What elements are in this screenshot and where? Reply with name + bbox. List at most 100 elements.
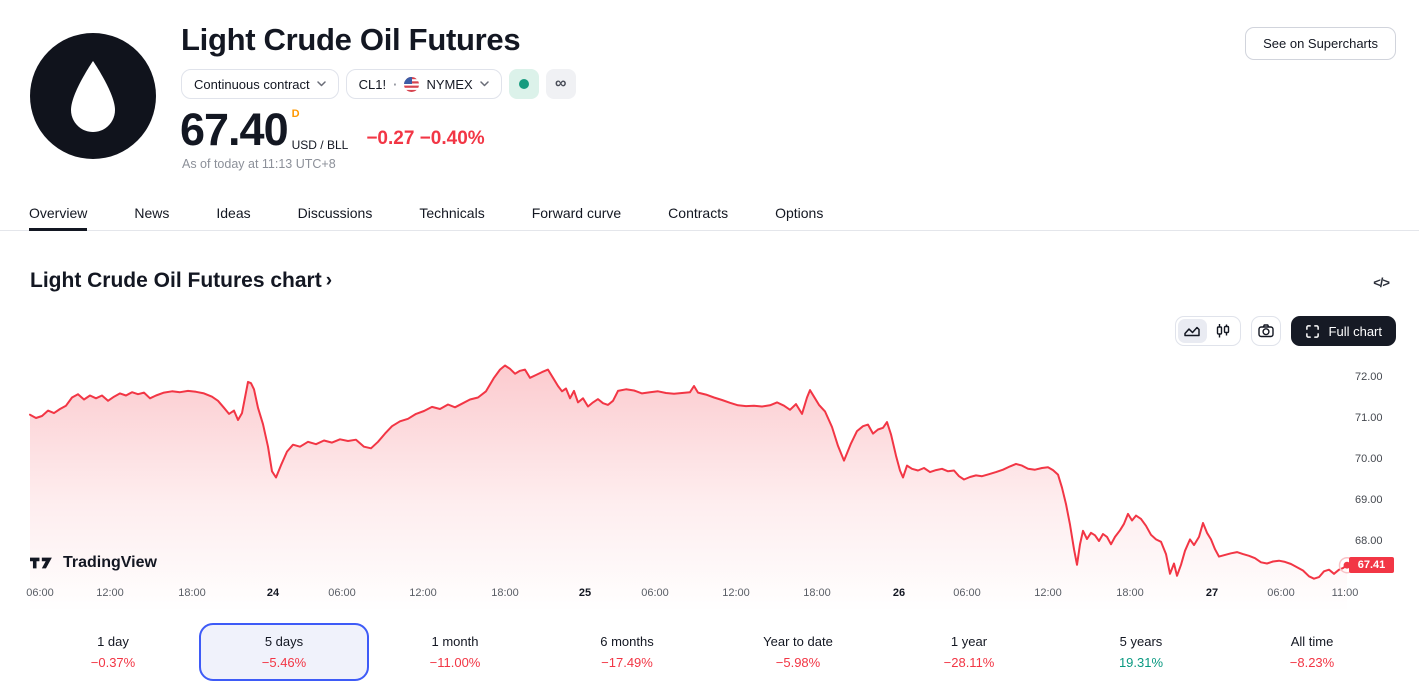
x-axis-label: 18:00 (803, 587, 831, 599)
fullscreen-icon (1305, 324, 1319, 338)
range-label: 5 years (1119, 634, 1163, 649)
x-axis-label: 06:00 (1267, 587, 1295, 599)
tradingview-logo-icon (30, 557, 52, 569)
range-button-5-days[interactable]: 5 days −5.46% (199, 623, 369, 681)
x-axis-label: 12:00 (1034, 587, 1062, 599)
full-chart-button[interactable]: Full chart (1290, 316, 1396, 346)
last-price: 67.40 (180, 104, 289, 155)
price-unit: USD / BLL (291, 138, 349, 152)
range-label: All time (1290, 634, 1334, 649)
area-chart-plot (29, 364, 1356, 612)
market-status-dot-icon (518, 79, 529, 89)
area-chart-type-button[interactable] (1177, 319, 1207, 343)
tab-bar: Overview News Ideas Discussions Technicals Fo… (0, 199, 1419, 231)
range-change-percent: −5.46% (261, 655, 307, 670)
area-chart-icon (1184, 326, 1200, 337)
range-button-all-time[interactable]: All time −8.23% (1227, 623, 1397, 681)
y-axis-label: 72.00 (1355, 371, 1383, 383)
range-button-1-year[interactable]: 1 year −28.11% (884, 623, 1054, 681)
tab-forward-curve[interactable]: Forward curve (531, 205, 622, 221)
range-label: Year to date (763, 634, 833, 649)
x-axis-label: 11:00 (1331, 587, 1359, 599)
range-label: 1 month (431, 634, 479, 649)
tab-news[interactable]: News (134, 205, 170, 221)
watermark-label: TradingView (63, 554, 157, 571)
tradingview-watermark: TradingView (30, 554, 157, 572)
market-open-status-chip[interactable] (508, 69, 539, 99)
range-label: 5 days (264, 634, 304, 649)
x-axis-label: 18:00 (1116, 587, 1144, 599)
x-axis-label: 12:00 (409, 587, 437, 599)
market-status-badge: D (291, 108, 300, 120)
as-of-timestamp: As of today at 11:13 UTC+8 (182, 157, 336, 171)
range-change-percent: −5.98% (775, 655, 821, 670)
oil-drop-logo (30, 33, 156, 159)
separator-dot: · (393, 76, 398, 92)
chevron-right-icon: › (325, 270, 333, 291)
range-button-1-month[interactable]: 1 month −11.00% (370, 623, 540, 681)
range-change-percent: 19.31% (1118, 655, 1164, 670)
symbol-selector-button[interactable]: CL1! · NYMEX (345, 69, 502, 99)
range-button-1-day[interactable]: 1 day −0.37% (28, 623, 198, 681)
price-row: 67.40 D USD / BLL −0.27 −0.40% (180, 106, 485, 154)
range-label: 1 day (97, 634, 129, 649)
full-chart-label: Full chart (1328, 323, 1382, 339)
range-selector: 1 day −0.37% 5 days −5.46% 1 month −11.00% 6 m… (0, 622, 1419, 684)
x-axis-label: 06:00 (641, 587, 669, 599)
range-change-percent: −8.23% (1289, 655, 1335, 670)
camera-icon (1257, 324, 1274, 338)
x-axis-label: 24 (266, 587, 280, 599)
continuous-contract-chip[interactable]: ∞ (545, 69, 576, 99)
tab-options[interactable]: Options (775, 205, 824, 221)
range-label: 1 year (950, 634, 988, 649)
range-button-6-months[interactable]: 6 months −17.49% (542, 623, 712, 681)
y-axis-label: 69.00 (1355, 494, 1383, 506)
tab-discussions[interactable]: Discussions (297, 205, 373, 221)
x-axis-label: 18:00 (491, 587, 519, 599)
price-change: −0.27 −0.40% (366, 128, 485, 149)
x-axis-label: 06:00 (328, 587, 356, 599)
tab-ideas[interactable]: Ideas (216, 205, 251, 221)
range-change-percent: −17.49% (601, 655, 653, 670)
x-axis-label: 27 (1205, 587, 1219, 599)
range-label: 6 months (600, 634, 654, 649)
x-axis-label: 25 (578, 587, 592, 599)
y-axis-label: 71.00 (1355, 412, 1383, 424)
y-axis-label: 70.00 (1355, 453, 1383, 465)
last-price-axis-badge: 67.41 (1349, 557, 1394, 574)
range-change-percent: −0.37% (90, 655, 136, 670)
see-on-supercharts-button[interactable]: See on Supercharts (1245, 27, 1396, 60)
x-axis-label: 18:00 (178, 587, 206, 599)
x-axis-label: 06:00 (953, 587, 981, 599)
x-axis-label: 12:00 (96, 587, 124, 599)
infinity-icon: ∞ (554, 75, 567, 92)
contract-selector-label: Continuous contract (194, 76, 310, 92)
chevron-down-icon (316, 81, 326, 87)
chart-section-heading[interactable]: Light Crude Oil Futures chart › (30, 269, 332, 293)
chart-section-title: Light Crude Oil Futures chart (30, 269, 322, 292)
page-title: Light Crude Oil Futures (181, 22, 521, 57)
x-axis-label: 06:00 (26, 587, 54, 599)
range-button-5-years[interactable]: 5 years 19.31% (1056, 623, 1226, 681)
range-change-percent: −11.00% (429, 655, 481, 670)
range-change-percent: −28.11% (943, 655, 995, 670)
candles-chart-type-button[interactable] (1209, 319, 1238, 343)
x-axis-label: 26 (892, 587, 906, 599)
y-axis-label: 68.00 (1355, 535, 1383, 547)
exchange-label: NYMEX (426, 76, 473, 92)
us-flag-icon (404, 76, 420, 92)
x-axis-label: 12:00 (722, 587, 750, 599)
chart-type-segmented-control (1174, 316, 1241, 346)
embed-code-icon[interactable]: </> (1373, 275, 1390, 290)
candles-icon (1216, 324, 1230, 338)
tab-technicals[interactable]: Technicals (419, 205, 485, 221)
contract-selector-button[interactable]: Continuous contract (181, 69, 339, 99)
range-button-year-to-date[interactable]: Year to date −5.98% (713, 623, 883, 681)
tab-overview[interactable]: Overview (29, 199, 88, 231)
tab-contracts[interactable]: Contracts (668, 205, 729, 221)
snapshot-button[interactable] (1250, 316, 1281, 346)
chart-toolbar: Full chart (1174, 316, 1396, 346)
price-chart[interactable]: TradingView 67.41 72.00 71.00 70.00 69.00 68… (0, 350, 1419, 612)
symbol-label: CL1! (358, 76, 387, 92)
